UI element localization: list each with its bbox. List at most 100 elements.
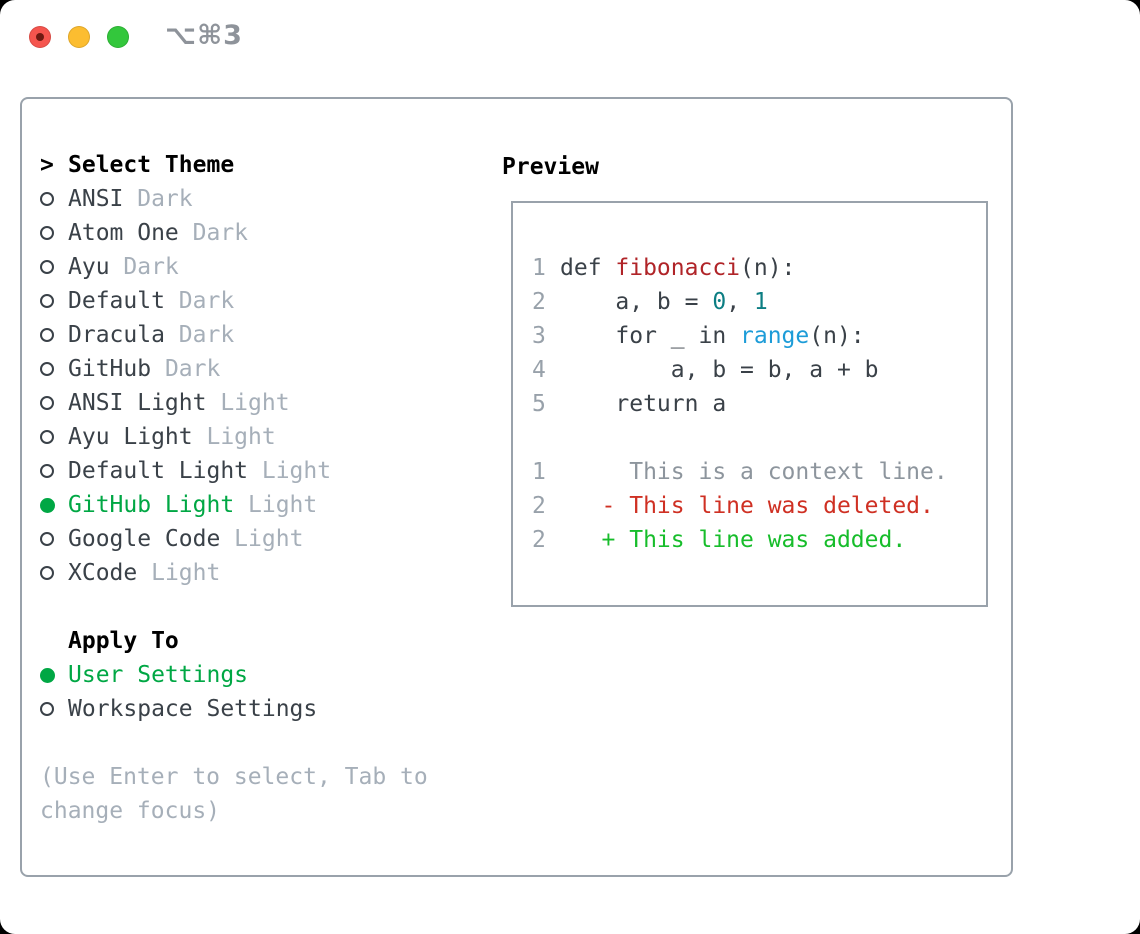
code-token: def xyxy=(560,255,616,281)
radio-icon xyxy=(40,192,54,206)
code-token: return a xyxy=(560,391,727,417)
diff-line-context: 1 This is a context line. xyxy=(532,455,986,489)
apply-option-label: Workspace Settings xyxy=(68,696,318,722)
code-line: 5 return a xyxy=(532,387,986,421)
theme-name: Ayu xyxy=(68,254,110,280)
radio-icon xyxy=(40,702,54,716)
apply-to-list: User Settings Workspace Settings xyxy=(40,658,428,726)
code-token: range xyxy=(740,323,810,349)
code-token: fibonacci xyxy=(615,255,741,281)
select-theme-title: Select Theme xyxy=(68,152,235,178)
theme-variant-label: Dark xyxy=(109,254,179,280)
line-number: 2 xyxy=(532,527,546,553)
theme-selector-panel: > Select Theme ANSI Dark Atom One Dark Ayu … xyxy=(20,97,1013,877)
theme-option-github[interactable]: GitHub Dark xyxy=(40,352,428,386)
theme-name: ANSI xyxy=(68,186,124,212)
code-token: 1 xyxy=(753,289,768,315)
diff-line-added: 2 + This line was added. xyxy=(532,523,986,557)
theme-name: Default xyxy=(68,288,165,314)
apply-to-title: Apply To xyxy=(68,628,179,654)
diff-text: + This line was added. xyxy=(560,527,907,553)
theme-name: XCode xyxy=(68,560,138,586)
diff-text: - This line was deleted. xyxy=(560,493,934,519)
theme-variant-label: Dark xyxy=(178,220,249,246)
theme-option-ansi-light[interactable]: ANSI Light Light xyxy=(40,386,428,420)
code-line: 1 def fibonacci(n): xyxy=(532,251,986,285)
minimize-button[interactable] xyxy=(68,26,90,48)
theme-option-ayu[interactable]: Ayu Dark xyxy=(40,250,428,284)
theme-variant-label: Light xyxy=(137,560,221,586)
code-token: , xyxy=(726,289,754,315)
theme-option-dracula[interactable]: Dracula Dark xyxy=(40,318,428,352)
code-token: (n): xyxy=(809,323,865,349)
apply-to-header: Apply To xyxy=(40,624,428,658)
line-number: 2 xyxy=(532,493,546,519)
radio-icon xyxy=(40,464,54,478)
line-number: 4 xyxy=(532,357,546,383)
radio-icon xyxy=(40,260,54,274)
spacer xyxy=(40,590,428,624)
close-dot-icon xyxy=(36,33,44,41)
radio-icon xyxy=(40,226,54,240)
radio-icon xyxy=(40,294,54,308)
theme-name: Default Light xyxy=(68,458,249,484)
code-token: a, b = xyxy=(560,289,713,315)
radio-selected-icon xyxy=(40,667,55,683)
close-button[interactable] xyxy=(29,26,51,48)
code-token: for _ in xyxy=(560,323,741,349)
theme-variant-label: Dark xyxy=(151,356,221,382)
theme-variant-label: Light xyxy=(248,458,332,484)
radio-icon xyxy=(40,396,54,410)
line-number: 3 xyxy=(532,323,546,349)
apply-option-user-settings[interactable]: User Settings xyxy=(40,658,428,692)
diff-line-deleted: 2 - This line was deleted. xyxy=(532,489,986,523)
select-theme-header: > Select Theme xyxy=(40,148,428,182)
prompt-icon: > xyxy=(40,152,54,178)
radio-icon xyxy=(40,566,54,580)
theme-name: ANSI Light xyxy=(68,390,207,416)
theme-option-xcode[interactable]: XCode Light xyxy=(40,556,428,590)
line-number: 2 xyxy=(532,289,546,315)
theme-option-ansi[interactable]: ANSI Dark xyxy=(40,182,428,216)
theme-variant-label: Light xyxy=(234,492,318,518)
theme-variant-label: Dark xyxy=(123,186,193,212)
apply-option-label: User Settings xyxy=(68,662,249,688)
code-line: 4 a, b = b, a + b xyxy=(532,353,986,387)
line-number: 1 xyxy=(532,255,546,281)
theme-variant-label: Dark xyxy=(164,288,235,314)
theme-option-github-light[interactable]: GitHub Light Light xyxy=(40,488,428,522)
radio-icon xyxy=(40,430,54,444)
theme-variant-label: Light xyxy=(192,424,276,450)
spacer xyxy=(40,726,428,760)
theme-option-google-code[interactable]: Google Code Light xyxy=(40,522,428,556)
line-number: 5 xyxy=(532,391,546,417)
hint-line-2: change focus) xyxy=(40,798,221,824)
radio-selected-icon xyxy=(40,497,55,513)
maximize-button[interactable] xyxy=(107,26,129,48)
code-line: 2 a, b = 0, 1 xyxy=(532,285,986,319)
diff-text: This is a context line. xyxy=(560,459,948,485)
theme-name: GitHub xyxy=(68,356,152,382)
radio-icon xyxy=(40,532,54,546)
theme-option-ayu-light[interactable]: Ayu Light Light xyxy=(40,420,428,454)
theme-name: Ayu Light xyxy=(68,424,193,450)
code-token: (n): xyxy=(740,255,796,281)
theme-option-default[interactable]: Default Dark xyxy=(40,284,428,318)
radio-icon xyxy=(40,328,54,342)
theme-option-atom-one[interactable]: Atom One Dark xyxy=(40,216,428,250)
blank-line xyxy=(532,421,986,455)
theme-name: Atom One xyxy=(68,220,179,246)
line-number: 1 xyxy=(532,459,546,485)
theme-variant-label: Light xyxy=(220,526,304,552)
hint-line-1: (Use Enter to select, Tab to xyxy=(40,764,428,790)
preview-title: Preview xyxy=(502,154,599,180)
theme-name: Dracula xyxy=(68,322,165,348)
theme-option-default-light[interactable]: Default Light Light xyxy=(40,454,428,488)
apply-option-workspace-settings[interactable]: Workspace Settings xyxy=(40,692,428,726)
radio-icon xyxy=(40,362,54,376)
code-line: 3 for _ in range(n): xyxy=(532,319,986,353)
theme-selector-column: > Select Theme ANSI Dark Atom One Dark Ayu … xyxy=(40,148,428,828)
theme-variant-label: Dark xyxy=(164,322,235,348)
window-title: ⌥⌘3 xyxy=(165,20,243,51)
